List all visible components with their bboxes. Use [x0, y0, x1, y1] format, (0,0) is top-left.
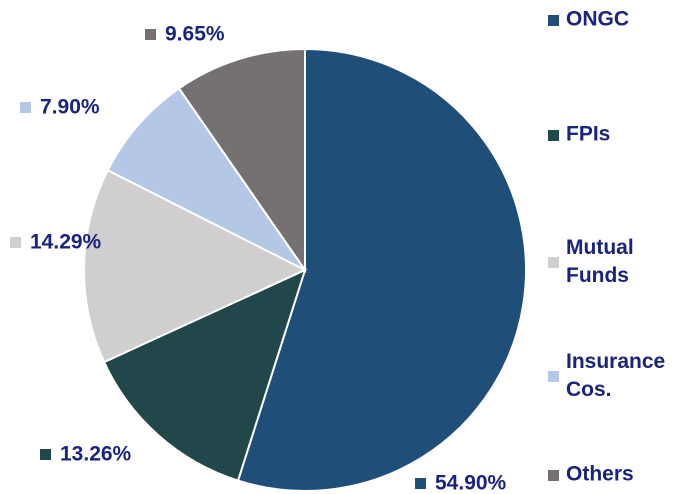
- pie-slice: [106, 87, 306, 271]
- label-marker: [40, 449, 51, 460]
- legend-marker: [548, 15, 559, 26]
- label-marker: [415, 478, 426, 489]
- legend-label: ONGC: [566, 8, 629, 31]
- label-marker: [145, 29, 156, 40]
- label-marker: [10, 237, 21, 248]
- legend-label: FPIs: [566, 123, 610, 146]
- data-label: 54.90%: [435, 472, 507, 494]
- data-label: 14.29%: [30, 231, 102, 254]
- pie-slice: [236, 47, 527, 492]
- data-label: 7.90%: [40, 96, 100, 119]
- legend-label: Others: [566, 463, 634, 486]
- pie-slice: [177, 47, 306, 274]
- pie-slice: [83, 168, 308, 364]
- data-label: 13.26%: [60, 443, 132, 466]
- label-marker: [20, 102, 31, 113]
- legend-marker: [548, 257, 559, 268]
- data-label: 9.65%: [165, 23, 225, 46]
- legend-marker: [548, 371, 559, 382]
- legend-label: Insurance Cos.: [566, 350, 665, 401]
- legend-label: Mutual Funds: [566, 236, 634, 287]
- pie-slice: [102, 268, 307, 482]
- legend-marker: [548, 470, 559, 481]
- legend-marker: [548, 130, 559, 141]
